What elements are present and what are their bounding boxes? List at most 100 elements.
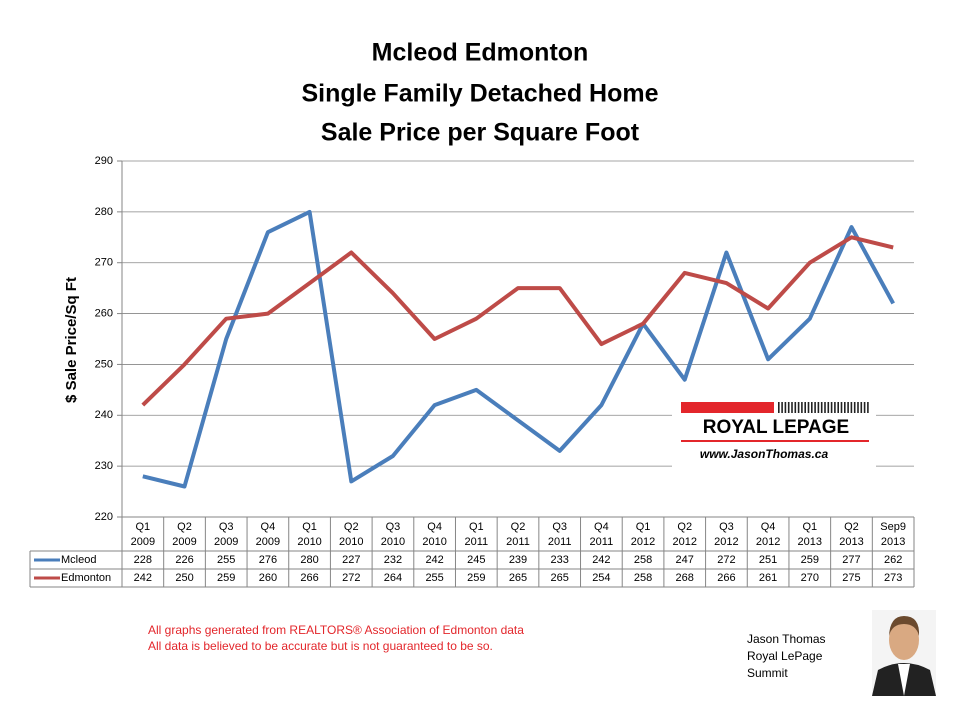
logo-stripe xyxy=(797,402,800,413)
x-tick-label: 2009 xyxy=(172,536,196,548)
x-tick-label: 2013 xyxy=(839,536,863,548)
x-tick-label: Q2 xyxy=(177,521,192,533)
y-axis-label: $ Sale Price/Sq Ft xyxy=(63,277,80,403)
table-value: 261 xyxy=(759,572,777,584)
table-value: 275 xyxy=(842,572,860,584)
table-value: 242 xyxy=(134,572,152,584)
legend-label: Edmonton xyxy=(61,572,111,584)
portrait-shirt xyxy=(898,664,910,696)
table-value: 255 xyxy=(425,572,443,584)
table-value: 280 xyxy=(300,554,318,566)
x-tick-label: 2011 xyxy=(590,536,614,548)
table-value: 226 xyxy=(175,554,193,566)
logo-stripe xyxy=(850,402,853,413)
logo-stripe xyxy=(844,402,846,413)
x-tick-label: Q3 xyxy=(219,521,234,533)
logo-stripe xyxy=(853,402,856,413)
x-tick-label: Q1 xyxy=(469,521,484,533)
y-tick-label: 260 xyxy=(95,307,113,319)
table-value: 276 xyxy=(259,554,277,566)
x-tick-label: Q3 xyxy=(719,521,734,533)
table-value: 266 xyxy=(717,572,735,584)
y-tick-label: 280 xyxy=(95,206,113,218)
table-value: 233 xyxy=(551,554,569,566)
table-value: 272 xyxy=(717,554,735,566)
x-tick-label: 2010 xyxy=(381,536,405,548)
chart-title: Mcleod Edmonton xyxy=(372,39,589,67)
x-tick-label: 2013 xyxy=(798,536,822,548)
y-tick-label: 250 xyxy=(95,358,113,370)
logo-stripe xyxy=(801,402,803,413)
table-value: 264 xyxy=(384,572,402,584)
chart-title: Single Family Detached Home xyxy=(301,80,658,108)
table-value: 228 xyxy=(134,554,152,566)
logo-stripe xyxy=(820,402,823,413)
portrait-face xyxy=(889,620,919,660)
logo-stripe xyxy=(807,402,810,413)
legend-label: Mcleod xyxy=(61,554,96,566)
y-tick-label: 220 xyxy=(95,511,113,523)
logo-stripe xyxy=(834,402,836,413)
table-value: 239 xyxy=(509,554,527,566)
logo-stripes xyxy=(778,402,869,413)
logo-stripe xyxy=(863,402,866,413)
table-value: 258 xyxy=(634,572,652,584)
table-value: 258 xyxy=(634,554,652,566)
footer-note: All data is believed to be accurate but … xyxy=(148,639,493,653)
table-value: 242 xyxy=(425,554,443,566)
logo-stripe xyxy=(778,402,780,413)
y-tick-label: 240 xyxy=(95,409,113,421)
x-tick-label: Q1 xyxy=(135,521,150,533)
table-value: 270 xyxy=(801,572,819,584)
x-tick-label: Q1 xyxy=(802,521,817,533)
table-value: 277 xyxy=(842,554,860,566)
table-value: 254 xyxy=(592,572,610,584)
logo-stripe xyxy=(827,402,830,413)
x-tick-label: 2012 xyxy=(631,536,655,548)
table-value: 242 xyxy=(592,554,610,566)
logo-stripe xyxy=(804,402,806,413)
logo-stripe xyxy=(811,402,813,413)
x-tick-label: 2012 xyxy=(672,536,696,548)
x-tick-label: 2009 xyxy=(131,536,155,548)
signature: Royal LePage xyxy=(747,649,823,663)
table-value: 266 xyxy=(300,572,318,584)
table-value: 250 xyxy=(175,572,193,584)
x-tick-label: Q2 xyxy=(344,521,359,533)
y-tick-label: 230 xyxy=(95,460,113,472)
logo-text: ROYAL LEPAGE xyxy=(703,417,849,438)
x-tick-label: 2012 xyxy=(756,536,780,548)
table-value: 259 xyxy=(217,572,235,584)
table-value: 255 xyxy=(217,554,235,566)
logo-stripe xyxy=(867,402,869,413)
x-tick-label: 2011 xyxy=(464,536,488,548)
logo-stripe xyxy=(814,402,816,413)
x-tick-label: Q1 xyxy=(636,521,651,533)
logo-stripe xyxy=(860,402,863,413)
footer-note: All graphs generated from REALTORS® Asso… xyxy=(148,623,524,637)
logo-stripe xyxy=(787,402,790,413)
portrait xyxy=(872,610,936,696)
portrait-hair xyxy=(889,616,920,636)
chart-title: Sale Price per Square Foot xyxy=(321,119,640,147)
series-line xyxy=(141,235,894,407)
x-tick-label: 2011 xyxy=(506,536,530,548)
logo-stripe xyxy=(830,402,833,413)
y-tick-label: 290 xyxy=(95,155,113,167)
x-tick-label: Q4 xyxy=(427,521,442,533)
logo-url: www.JasonThomas.ca xyxy=(700,447,829,461)
x-tick-label: 2010 xyxy=(339,536,363,548)
table-value: 259 xyxy=(801,554,819,566)
x-tick-label: Q3 xyxy=(552,521,567,533)
logo-stripe xyxy=(840,402,843,413)
x-tick-label: Q2 xyxy=(844,521,859,533)
table-value: 265 xyxy=(551,572,569,584)
x-tick-label: Q2 xyxy=(677,521,692,533)
x-tick-label: 2009 xyxy=(214,536,238,548)
logo-stripe xyxy=(784,402,787,413)
x-tick-label: Q4 xyxy=(761,521,776,533)
table-value: 251 xyxy=(759,554,777,566)
logo: ROYAL LEPAGE www.JasonThomas.ca xyxy=(672,395,876,467)
